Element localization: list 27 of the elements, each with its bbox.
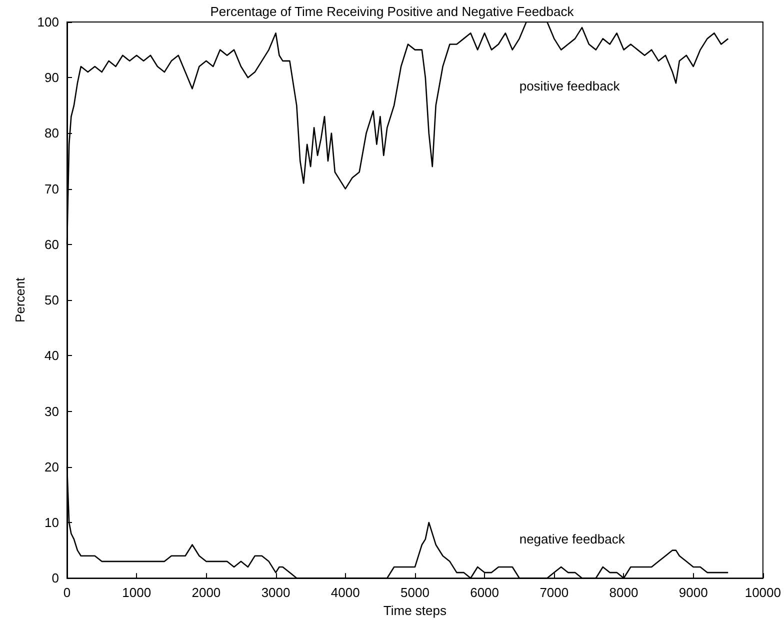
x-tick-label: 5000 <box>400 585 430 600</box>
x-tick-label: 4000 <box>330 585 360 600</box>
x-tick-label: 8000 <box>609 585 638 600</box>
y-tick-label: 50 <box>44 292 59 308</box>
y-tick-label: 10 <box>44 514 59 530</box>
y-tick-label: 80 <box>44 126 59 141</box>
text: positive feedback <box>519 78 620 94</box>
y-tick-label: 40 <box>44 348 59 364</box>
x-tick-label: 2000 <box>192 585 221 600</box>
x-tick-label: 7000 <box>540 585 569 600</box>
x-tick-label: 3000 <box>261 585 290 600</box>
chart-title: Percentage of Time Receiving Positive and Negative Feedback <box>210 4 574 19</box>
x-tick-label: 1000 <box>122 585 152 600</box>
y-tick-label: 0 <box>52 570 59 586</box>
y-tick-label: 70 <box>44 181 59 196</box>
x-tick-label: 9000 <box>678 585 708 600</box>
y-tick-label: 100 <box>37 14 59 30</box>
x-axis-title: Time steps <box>383 603 448 618</box>
x-tick-label: 10000 <box>744 585 782 600</box>
series-label: negative feedback <box>519 532 626 547</box>
x-tick-label: 0 <box>63 585 71 600</box>
y-tick-label: 20 <box>44 459 59 474</box>
y-axis-title: Percent <box>12 277 28 322</box>
y-tick-label: 90 <box>44 70 59 86</box>
y-tick-label: 60 <box>44 236 59 252</box>
y-tick-label: 30 <box>44 404 59 419</box>
x-tick-label: 6000 <box>470 585 500 600</box>
